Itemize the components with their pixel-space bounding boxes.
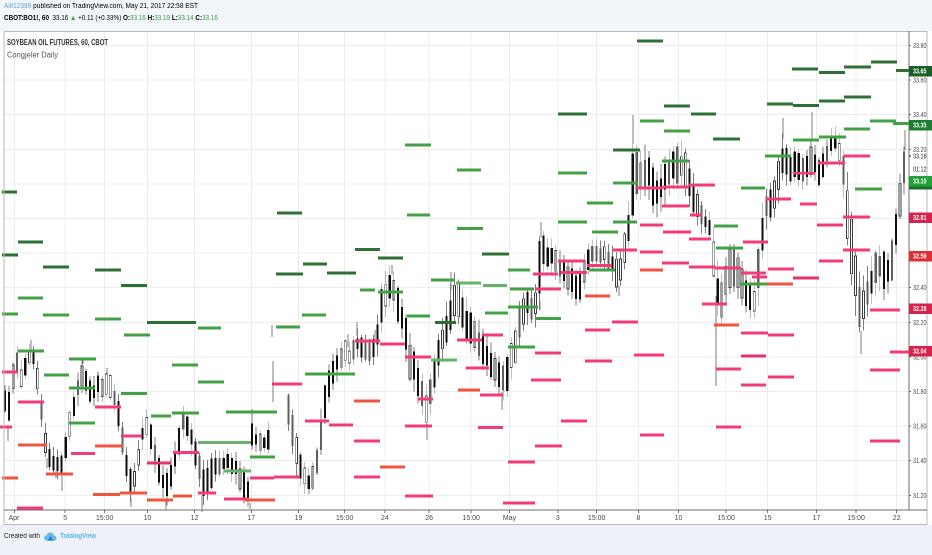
- svg-text:May: May: [503, 515, 517, 522]
- svg-text:31.40: 31.40: [913, 456, 927, 465]
- svg-text:32.81: 32.81: [913, 213, 927, 222]
- svg-text:5: 5: [63, 515, 67, 522]
- svg-text:32.04: 32.04: [913, 347, 927, 356]
- svg-text:32.59: 32.59: [913, 252, 927, 261]
- svg-text:01:12: 01:12: [913, 164, 927, 173]
- svg-text:33.16: 33.16: [913, 152, 927, 161]
- svg-text:22: 22: [893, 515, 901, 522]
- svg-text:17: 17: [247, 515, 255, 522]
- svg-text:33.80: 33.80: [913, 41, 927, 50]
- svg-text:32.40: 32.40: [913, 283, 927, 292]
- svg-text:19: 19: [295, 515, 303, 522]
- svg-text:32.20: 32.20: [913, 318, 927, 327]
- svg-text:SOYBEAN OIL FUTURES, 60, CBOT: SOYBEAN OIL FUTURES, 60, CBOT: [7, 37, 109, 47]
- svg-text:15:00: 15:00: [336, 515, 354, 522]
- svg-text:3: 3: [556, 515, 560, 522]
- svg-text:31.80: 31.80: [913, 387, 927, 396]
- svg-text:15: 15: [764, 515, 772, 522]
- svg-text:33.40: 33.40: [913, 110, 927, 119]
- svg-text:12: 12: [191, 515, 199, 522]
- svg-text:15:00: 15:00: [847, 515, 865, 522]
- svg-text:33.35: 33.35: [913, 121, 927, 130]
- svg-text:17: 17: [813, 515, 821, 522]
- svg-text:33.10: 33.10: [913, 177, 927, 186]
- svg-text:10: 10: [144, 515, 152, 522]
- svg-text:Apr: Apr: [9, 515, 21, 522]
- svg-text:33.20: 33.20: [913, 145, 927, 154]
- svg-text:15:00: 15:00: [462, 515, 480, 522]
- svg-text:15:00: 15:00: [588, 515, 606, 522]
- svg-text:33.60: 33.60: [913, 76, 927, 85]
- svg-text:32.28: 32.28: [913, 304, 927, 313]
- svg-text:31.20: 31.20: [913, 491, 927, 500]
- svg-text:15:00: 15:00: [717, 515, 735, 522]
- svg-text:24: 24: [381, 515, 389, 522]
- svg-text:32.00: 32.00: [913, 352, 927, 361]
- svg-text:10: 10: [675, 515, 683, 522]
- svg-text:15:00: 15:00: [96, 515, 114, 522]
- svg-text:31.60: 31.60: [913, 422, 927, 431]
- svg-text:Congjeler Daily: Congjeler Daily: [7, 51, 58, 60]
- svg-text:33.65: 33.65: [913, 67, 927, 76]
- svg-text:26: 26: [425, 515, 433, 522]
- svg-text:8: 8: [636, 515, 640, 522]
